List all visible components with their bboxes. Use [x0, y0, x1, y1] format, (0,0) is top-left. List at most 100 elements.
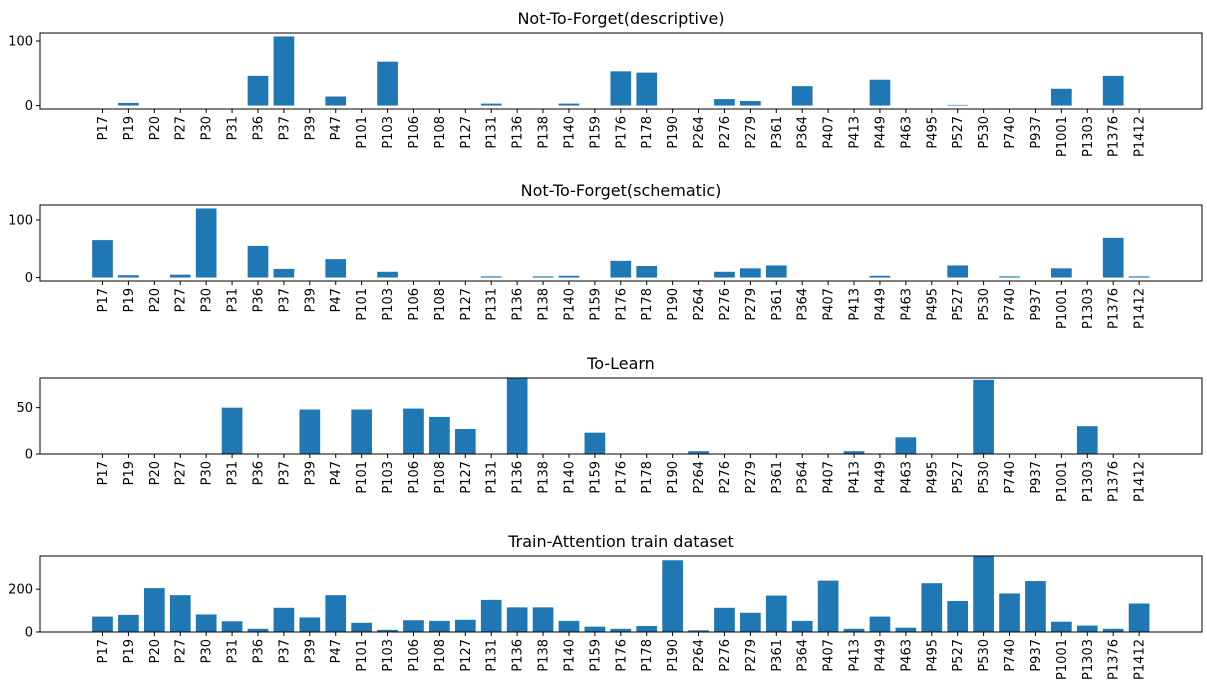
x-tick-label: P31 — [226, 116, 241, 140]
x-tick-label: P740 — [1003, 288, 1018, 321]
x-tick-label: P1001 — [1055, 639, 1070, 680]
bar — [714, 607, 735, 632]
bar — [454, 428, 476, 454]
x-tick-label: P131 — [485, 288, 500, 321]
x-tick-label: P36 — [251, 116, 266, 140]
bar — [351, 409, 372, 454]
bar — [869, 79, 891, 106]
subplot-4: Train-Attention train dataset 0 200 P17 P19 P… — [8, 532, 1203, 680]
x-tick-label: P530 — [977, 116, 992, 149]
y-tick-label: 0 — [25, 448, 33, 463]
x-tick-label: P27 — [174, 288, 189, 312]
x-tick-label: P264 — [692, 639, 707, 672]
x-tick-label: P159 — [588, 116, 603, 149]
x-tick-label: P176 — [614, 639, 629, 672]
bar — [351, 622, 372, 632]
x-tick-label: P127 — [459, 116, 474, 149]
x-tick-label: P47 — [329, 639, 344, 663]
bar — [403, 620, 424, 632]
x-tick-label: P264 — [692, 288, 707, 321]
bar — [377, 61, 398, 106]
x-tick-label: P1412 — [1133, 461, 1148, 502]
x-tick-label: P106 — [407, 288, 422, 321]
x-tick-label: P449 — [873, 288, 888, 321]
x-tick-label: P47 — [329, 116, 344, 140]
bar — [714, 271, 735, 278]
x-tick-label: P108 — [433, 639, 448, 672]
bar — [558, 103, 580, 106]
x-tick-label: P937 — [1029, 461, 1044, 494]
bar — [973, 379, 994, 454]
x-tick-label: P30 — [200, 461, 215, 485]
x-tick-label: P361 — [770, 288, 785, 321]
bar — [118, 275, 139, 278]
bar — [92, 240, 113, 278]
x-tick-label: P937 — [1029, 639, 1044, 672]
bar — [195, 614, 217, 632]
subplot-title: Not-To-Forget(schematic) — [521, 181, 722, 200]
bar — [714, 99, 735, 106]
bar — [169, 274, 191, 278]
subplot-title: To-Learn — [586, 354, 655, 373]
x-tick-label: P37 — [277, 639, 292, 663]
bar — [791, 86, 813, 106]
x-tick-label: P140 — [562, 639, 577, 672]
x-tick-label: P1303 — [1081, 116, 1096, 157]
bar — [299, 617, 321, 632]
bar — [1128, 276, 1150, 278]
x-tick-label: P1303 — [1081, 639, 1096, 680]
x-tick-label: P364 — [796, 288, 811, 321]
bar — [299, 409, 321, 454]
bar — [740, 268, 761, 278]
x-tick-label: P279 — [744, 461, 759, 494]
bar — [740, 101, 761, 106]
bar — [947, 600, 969, 632]
bar — [973, 556, 994, 632]
bar — [273, 268, 295, 278]
subplot-3: To-Learn 0 50 P17 P19 P20 P27 P30 P31 P36 P37 P39 P4… — [16, 354, 1203, 502]
bar — [740, 612, 761, 632]
x-tick-label: P138 — [537, 639, 552, 672]
bar — [273, 607, 295, 632]
x-tick-label: P39 — [303, 116, 318, 140]
x-tick-label: P937 — [1029, 116, 1044, 149]
subplot-title: Not-To-Forget(descriptive) — [517, 9, 724, 28]
x-tick-label: P136 — [511, 461, 526, 494]
bar — [895, 437, 917, 454]
y-tick-label: 100 — [8, 34, 33, 49]
bar — [480, 276, 502, 278]
x-tick-label: P136 — [511, 116, 526, 149]
bar — [817, 580, 839, 632]
bar — [1051, 621, 1072, 632]
x-tick-label: P106 — [407, 461, 422, 494]
x-tick-label: P279 — [744, 288, 759, 321]
bar — [403, 408, 424, 454]
x-tick-label: P178 — [640, 639, 655, 672]
bar — [325, 96, 347, 106]
x-tick-label: P364 — [796, 639, 811, 672]
bar — [1102, 75, 1124, 106]
x-tick-label: P264 — [692, 461, 707, 494]
bar — [429, 416, 450, 454]
x-tick-label: P31 — [226, 288, 241, 312]
bar — [118, 614, 139, 632]
x-tick-label: P413 — [848, 639, 863, 672]
bar — [791, 620, 813, 632]
bar — [869, 275, 891, 278]
x-tick-label: P127 — [459, 461, 474, 494]
bar — [506, 607, 528, 632]
x-tick-label: P740 — [1003, 639, 1018, 672]
x-tick-label: P407 — [822, 116, 837, 149]
x-tick-label: P136 — [511, 639, 526, 672]
x-tick-label: P159 — [588, 461, 603, 494]
x-tick-label: P103 — [381, 639, 396, 672]
x-tick-label: P279 — [744, 639, 759, 672]
x-tick-label: P1376 — [1107, 461, 1122, 502]
bar — [688, 451, 709, 454]
x-tick-label: P17 — [96, 461, 111, 485]
x-tick-label: P495 — [925, 116, 940, 149]
bar — [1102, 237, 1124, 278]
bar — [169, 595, 191, 632]
subplot-2: Not-To-Forget(schematic) 0 100 P17 P19 P20 P27… — [8, 181, 1203, 329]
bar — [688, 630, 709, 632]
